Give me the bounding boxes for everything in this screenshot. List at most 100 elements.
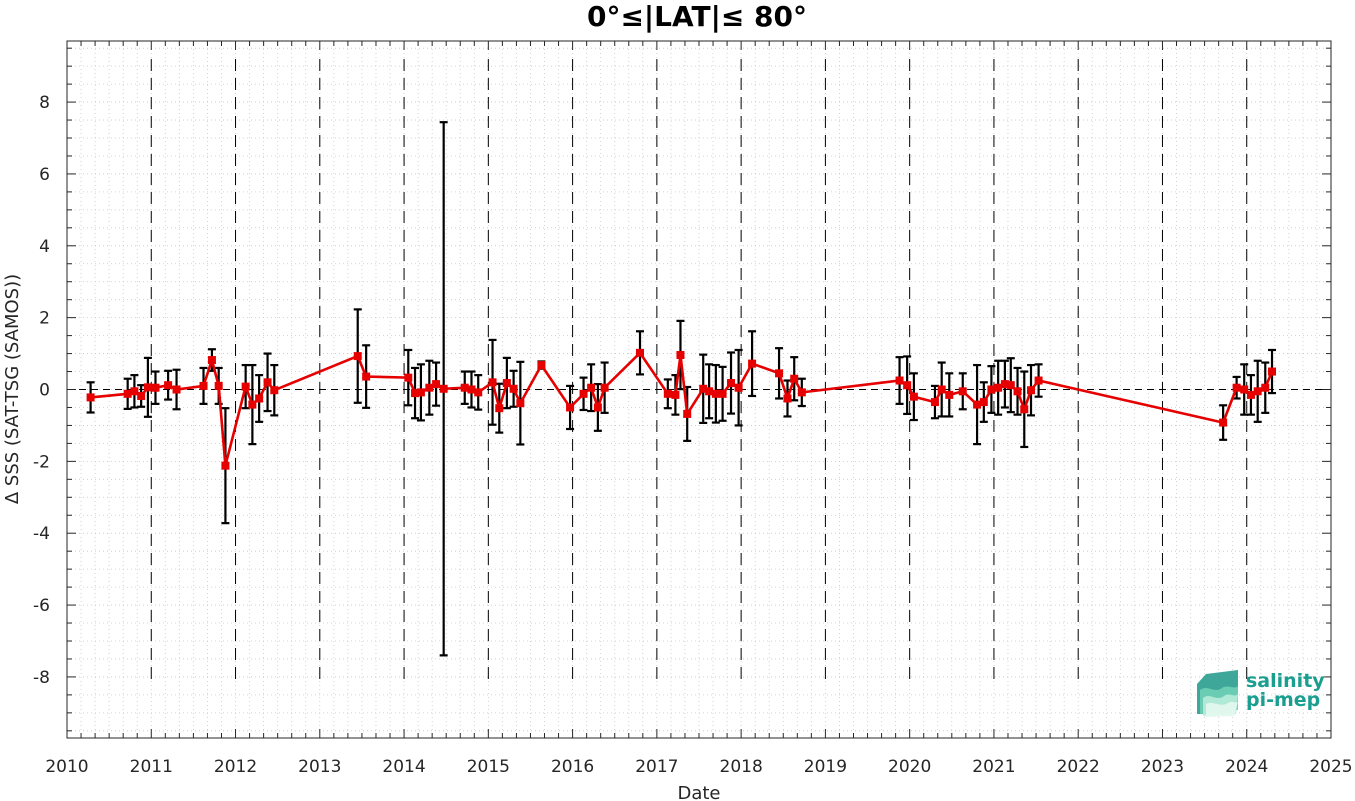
data-point (566, 403, 575, 412)
x-tick-label: 2015 (467, 757, 510, 777)
data-point (123, 389, 132, 398)
data-point (353, 352, 362, 361)
x-tick-label: 2023 (1141, 757, 1184, 777)
y-tick-label: 0 (39, 381, 50, 401)
data-point (411, 389, 420, 398)
y-tick-labels: -8 -6 -4 -2 0 2 4 6 8 (33, 93, 50, 688)
x-tick-label: 2013 (298, 757, 341, 777)
x-tick-label: 2011 (130, 757, 173, 777)
x-tick-label: 2019 (804, 757, 847, 777)
x-tick-label: 2018 (720, 757, 763, 777)
x-tick-label: 2012 (214, 757, 257, 777)
data-point (537, 361, 546, 370)
data-point (221, 461, 230, 470)
x-tick-labels: 2010 2011 2012 2013 2014 2015 2016 2017 2018 2019… (45, 757, 1352, 777)
data-point (151, 383, 160, 392)
data-point (945, 390, 954, 399)
data-point (207, 356, 216, 365)
data-point (137, 391, 146, 400)
data-point (711, 389, 720, 398)
data-point (1268, 367, 1277, 376)
data-point (164, 381, 173, 390)
series-markers (86, 348, 1277, 470)
data-point (362, 372, 371, 381)
data-point (467, 385, 476, 394)
data-point (460, 383, 469, 392)
x-tick-label: 2010 (45, 757, 88, 777)
data-point (130, 387, 139, 396)
data-point (683, 409, 692, 418)
x-tick-label: 2016 (551, 757, 594, 777)
y-tick-label: -4 (33, 524, 50, 544)
x-tick-label: 2024 (1225, 757, 1268, 777)
data-point (416, 388, 425, 397)
data-point (671, 390, 680, 399)
data-point (425, 383, 434, 392)
data-point (263, 378, 272, 387)
data-point (1240, 385, 1249, 394)
data-point (783, 394, 792, 403)
data-point (909, 392, 918, 401)
data-point (502, 379, 511, 388)
data-point (241, 382, 250, 391)
y-tick-label: 2 (39, 309, 50, 329)
data-point (973, 400, 982, 409)
y-axis-label: Δ SSS (SAT-TSG (SAMOS)) (2, 274, 23, 504)
data-point (248, 400, 257, 409)
data-point (1261, 383, 1270, 392)
data-point (727, 379, 736, 388)
y-tick-label: 6 (39, 165, 50, 185)
data-point (172, 385, 181, 394)
data-point (1020, 405, 1029, 414)
data-point (930, 398, 939, 407)
data-point (86, 393, 95, 402)
data-point (509, 384, 518, 393)
data-point (587, 383, 596, 392)
data-point (979, 398, 988, 407)
data-point (636, 348, 645, 357)
x-tick-label: 2020 (888, 757, 931, 777)
x-tick-label: 2014 (382, 757, 425, 777)
x-tick-label: 2017 (635, 757, 678, 777)
data-point (214, 381, 223, 390)
data-point (748, 359, 757, 368)
data-point (705, 387, 714, 396)
data-point (593, 403, 602, 412)
data-point (775, 369, 784, 378)
data-point (1219, 418, 1228, 427)
data-point (1246, 390, 1255, 399)
data-point (1253, 387, 1262, 396)
data-point (432, 380, 441, 389)
x-tick-label: 2022 (1057, 757, 1100, 777)
data-point (1027, 386, 1036, 395)
data-point (734, 383, 743, 392)
data-point (699, 384, 708, 393)
data-point (600, 383, 609, 392)
y-tick-label: -2 (33, 452, 50, 472)
chart-title: 0°≤|LAT|≤ 80° (587, 0, 807, 33)
x-axis-label: Date (677, 783, 720, 801)
data-point (1013, 387, 1022, 396)
logo-text-pi-mep: pi-mep (1246, 689, 1320, 711)
data-point (987, 385, 996, 394)
data-point (199, 381, 208, 390)
data-point (474, 388, 483, 397)
logo-wave-icon (1197, 670, 1238, 717)
data-point (790, 374, 799, 383)
y-tick-label: -8 (33, 668, 50, 688)
data-point (663, 389, 672, 398)
data-point (676, 351, 685, 360)
data-point (270, 386, 279, 395)
data-point (994, 383, 1003, 392)
data-point (895, 376, 904, 385)
year-boundary-lines (150, 58, 1248, 685)
data-point (255, 394, 264, 403)
data-point (1232, 383, 1241, 392)
salinity-pi-mep-logo: salinity pi-mep (1197, 670, 1325, 717)
x-tick-label: 2021 (972, 757, 1015, 777)
data-point (903, 381, 912, 390)
data-point (495, 404, 504, 413)
data-point (404, 373, 413, 382)
data-point (488, 378, 497, 387)
